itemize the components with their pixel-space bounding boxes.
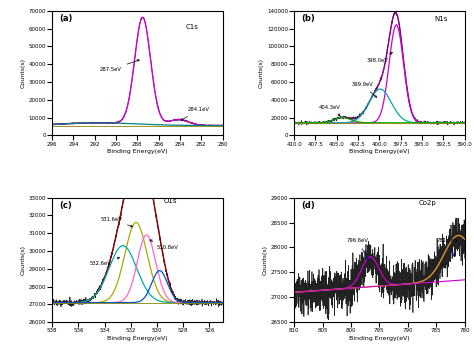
Text: (c): (c) (59, 201, 72, 211)
Text: 530.8eV: 530.8eV (150, 240, 178, 250)
X-axis label: Binding Energy(eV): Binding Energy(eV) (107, 149, 168, 154)
Text: 399.9eV: 399.9eV (351, 82, 377, 97)
Text: 796.6eV: 796.6eV (347, 238, 369, 260)
Text: O1s: O1s (164, 198, 177, 204)
Text: 287.5eV: 287.5eV (100, 60, 139, 72)
Text: 398.0eV: 398.0eV (367, 53, 392, 63)
Text: 532.6eV: 532.6eV (90, 257, 119, 266)
Y-axis label: Counts(s): Counts(s) (263, 245, 268, 275)
Y-axis label: Counts(s): Counts(s) (20, 245, 26, 275)
Y-axis label: Counts(s): Counts(s) (259, 58, 264, 88)
X-axis label: Binding Energy(eV): Binding Energy(eV) (349, 336, 410, 341)
Text: Co2p: Co2p (419, 200, 437, 206)
X-axis label: Binding Energy(eV): Binding Energy(eV) (107, 336, 168, 341)
Y-axis label: Counts(s): Counts(s) (20, 58, 26, 88)
Text: 781.1eV: 781.1eV (437, 238, 458, 257)
X-axis label: Binding Energy(eV): Binding Energy(eV) (349, 149, 410, 154)
Text: (b): (b) (301, 14, 315, 24)
Text: 404.3eV: 404.3eV (319, 105, 341, 116)
Text: N1s: N1s (435, 16, 448, 23)
Text: 531.6eV: 531.6eV (100, 217, 133, 227)
Text: 284.1eV: 284.1eV (181, 107, 210, 120)
Text: C1s: C1s (185, 24, 198, 30)
Text: (d): (d) (301, 201, 315, 211)
Text: (a): (a) (59, 14, 73, 24)
